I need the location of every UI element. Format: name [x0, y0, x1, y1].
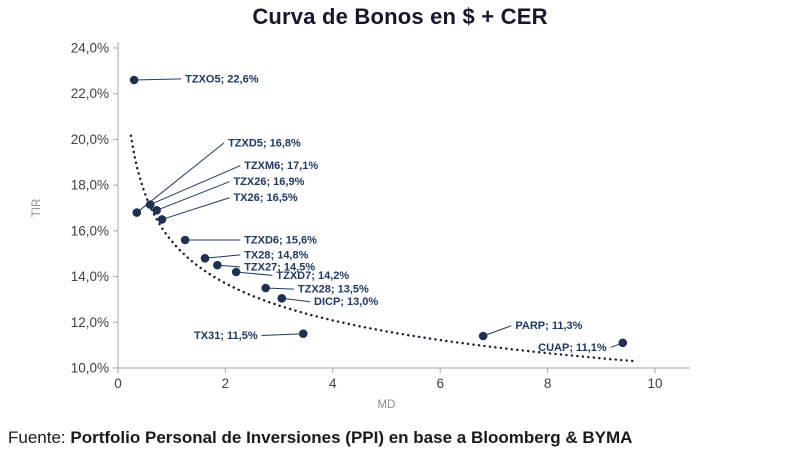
data-point-tzx27 — [213, 260, 222, 270]
leader-line-tx28 — [204, 254, 241, 259]
data-point-cuap — [618, 338, 628, 348]
x-tick-label: 2 — [222, 376, 230, 391]
point-label-tzxd7: TZXD7; 14,2% — [276, 270, 349, 282]
point-label-tzxm6: TZXM6; 17,1% — [244, 160, 318, 172]
x-tick-label: 4 — [329, 376, 337, 391]
data-point-dicp — [277, 293, 287, 303]
point-label-tx28: TX28; 14,8% — [244, 249, 308, 261]
leader-line-tzxd7 — [236, 271, 273, 276]
data-point-tx31 — [298, 329, 308, 339]
point-label-tzxo5: TZXO5; 22,6% — [185, 73, 259, 85]
y-tick-label: 18,0% — [71, 178, 109, 193]
x-tick-label: 8 — [544, 376, 552, 391]
data-point-tzxd6 — [180, 235, 190, 245]
leader-line-tx31 — [261, 333, 304, 337]
y-tick-label: 24,0% — [71, 41, 109, 56]
y-tick-label: 12,0% — [71, 315, 109, 330]
x-tick-label: 6 — [436, 376, 444, 391]
point-label-tzx27: TZX27; 14,5% — [244, 261, 315, 273]
data-point-tx26 — [157, 215, 167, 224]
data-point-tzxo5 — [129, 75, 139, 85]
point-label-tx26: TX26; 16,5% — [233, 192, 297, 204]
leader-line-tzx28 — [265, 287, 294, 290]
data-point-tzxd7 — [231, 267, 241, 277]
leader-line-tzx26 — [156, 181, 230, 211]
data-point-tzxd5 — [132, 208, 142, 217]
point-label-dicp: DICP; 13,0% — [314, 296, 378, 308]
source-prefix: Fuente: — [8, 428, 71, 447]
y-tick-label: 10,0% — [71, 361, 109, 376]
data-point-tx28 — [200, 253, 210, 263]
data-point-tzxm6 — [145, 200, 155, 209]
leader-line-dicp — [281, 297, 311, 303]
chart-title: Curva de Bonos en $ + CER — [252, 4, 548, 29]
source-text: Portfolio Personal de Inversiones (PPI) … — [70, 428, 633, 447]
point-label-tzxd6: TZXD6; 15,6% — [244, 235, 317, 247]
point-label-tzx28: TZX28; 13,5% — [298, 284, 369, 296]
y-tick-label: 16,0% — [71, 223, 109, 238]
point-label-cuap: CUAP; 11,1% — [538, 342, 607, 354]
point-label-parp: PARP; 11,3% — [515, 320, 582, 332]
leader-line-parp — [482, 325, 512, 337]
bond-curve-scatter-chart: 10,0% 12,0% 14,0% 16,0% 18,0% 20,0% 22,0% 24,0%… — [31, 41, 690, 411]
data-point-parp — [478, 331, 488, 341]
data-point-tzx28 — [261, 283, 270, 293]
data-point-tzx26 — [152, 205, 161, 215]
leader-line-tzxo5 — [134, 78, 182, 81]
point-label-tzx26: TZX26; 16,9% — [233, 176, 304, 188]
y-tick-label: 14,0% — [71, 269, 109, 284]
point-label-tx31: TX31; 11,5% — [194, 330, 258, 342]
y-tick-label: 22,0% — [71, 86, 109, 101]
source-note: Fuente: Portfolio Personal de Inversione… — [8, 428, 632, 448]
y-tick-label: 20,0% — [71, 132, 109, 147]
x-axis-title: MD — [378, 399, 396, 411]
trend-line — [129, 134, 635, 363]
leader-line-tx26 — [161, 197, 230, 220]
y-axis-title: TIR — [31, 199, 43, 218]
x-tick-label: 10 — [647, 376, 662, 391]
leader-line-tzxm6 — [150, 165, 241, 206]
x-tick-label: 0 — [114, 376, 122, 391]
point-label-tzxd5: TZXD5; 16,8% — [228, 137, 301, 149]
